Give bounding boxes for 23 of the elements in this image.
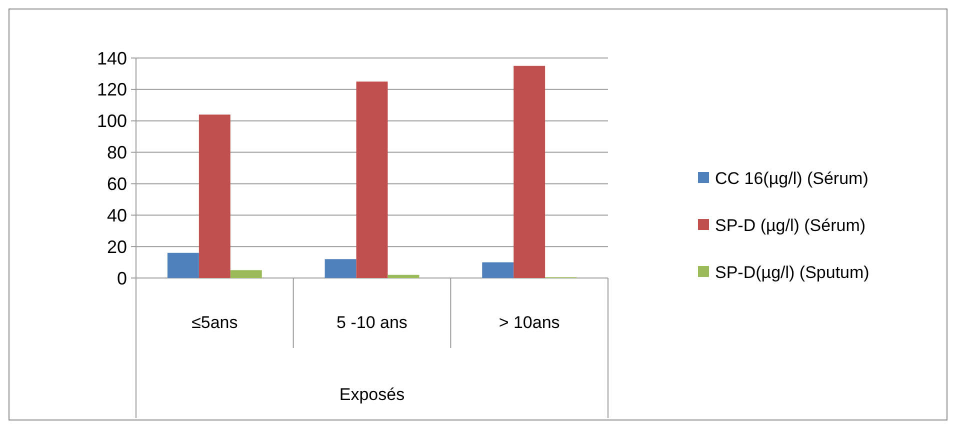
bar (198, 114, 230, 278)
y-tick-label: 20 (106, 236, 127, 257)
x-axis-title: Exposés (339, 385, 405, 404)
bar (482, 262, 514, 278)
x-tick-label: 5 -10 ans (336, 313, 408, 332)
legend-label: SP-D (µg/l) (Sérum) (715, 216, 866, 235)
y-tick-label: 120 (96, 80, 127, 100)
bar (230, 270, 262, 278)
bar (356, 82, 388, 278)
y-tick-label: 0 (116, 268, 127, 288)
y-tick-label: 40 (106, 205, 127, 226)
x-tick-label: ≤5ans (192, 313, 238, 332)
bar (324, 259, 356, 278)
y-tick-label: 80 (106, 142, 127, 163)
bar (167, 252, 199, 278)
y-tick-label: 60 (106, 174, 127, 194)
y-tick-label: 140 (96, 48, 127, 68)
legend-label: SP-D(µg/l) (Sputum) (715, 262, 870, 282)
x-tick-label: > 10ans (498, 313, 560, 332)
legend-label: CC 16(µg/l) (Sérum) (715, 168, 868, 188)
bar (388, 274, 420, 278)
y-tick-label: 100 (96, 111, 127, 132)
bar (514, 66, 546, 278)
